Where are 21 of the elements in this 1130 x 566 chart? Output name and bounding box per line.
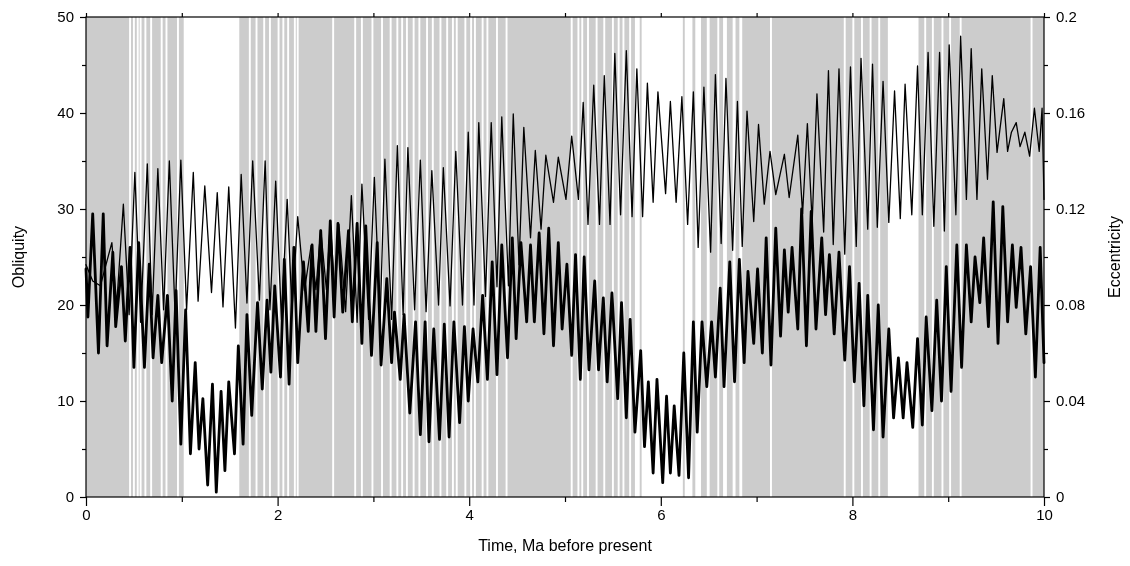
y-tick-label: 10 [57, 392, 74, 410]
x-axis-title: Time, Ma before present [478, 537, 653, 554]
x-tick-label: 2 [273, 505, 283, 523]
y2-tick-label: 0.04 [1056, 392, 1086, 410]
y-tick-label: 30 [57, 200, 74, 218]
y-axis-title: Obliquity [10, 225, 27, 289]
y2-tick-label: 0.2 [1056, 8, 1077, 26]
y-tick-label: 0 [65, 488, 74, 506]
y2-tick-label: 0 [1056, 488, 1065, 506]
x-tick-label: 10 [1036, 505, 1053, 523]
x-tick-label: 4 [465, 505, 474, 523]
y2-tick-label: 0.12 [1056, 200, 1086, 218]
y2-tick-label: 0.16 [1056, 104, 1086, 122]
y-tick-label: 40 [57, 104, 74, 122]
x-tick-label: 6 [657, 505, 666, 523]
x-tick-label: 0 [82, 505, 91, 523]
y2-tick-label: 0.08 [1056, 296, 1086, 314]
y-tick-label: 50 [57, 8, 74, 26]
x-tick-label: 8 [848, 505, 858, 523]
y2-axis-title: Eccentricity [1106, 216, 1123, 298]
y-tick-label: 20 [57, 296, 74, 314]
